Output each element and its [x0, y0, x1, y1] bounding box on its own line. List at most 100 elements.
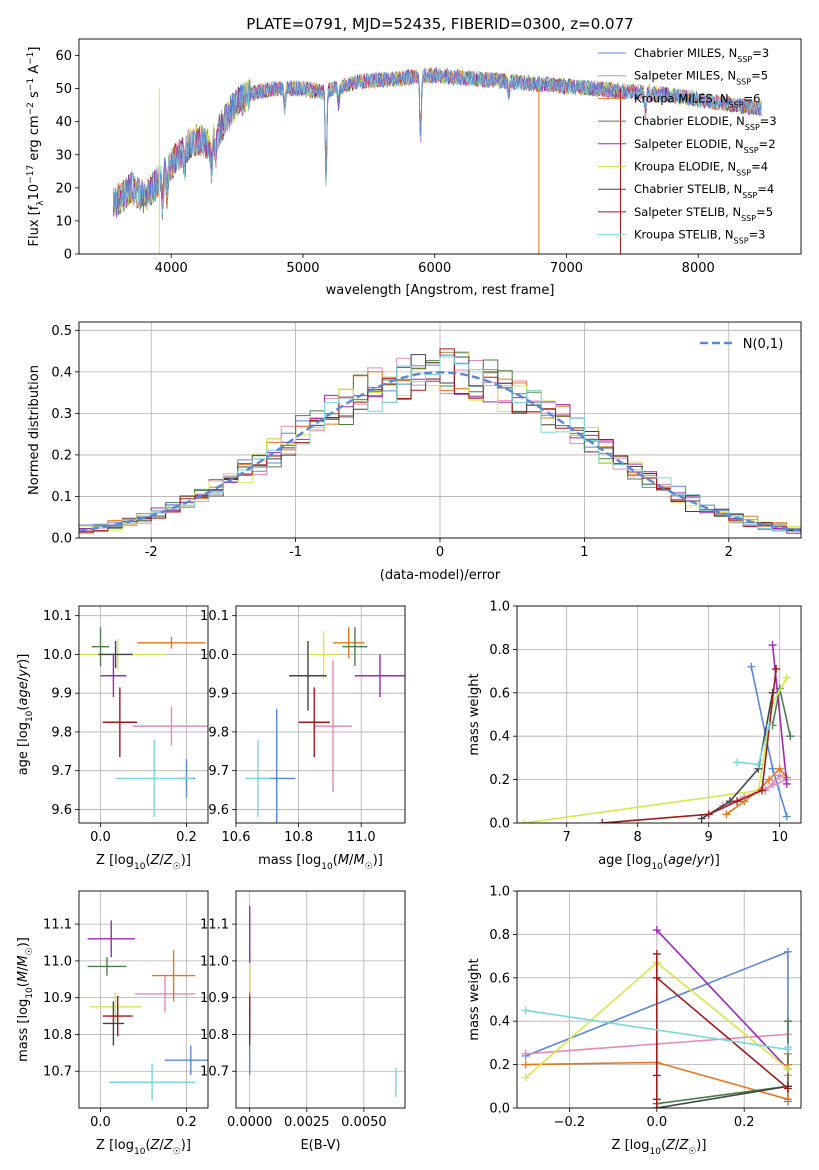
weight-series-line	[750, 666, 788, 817]
label-part: )]	[373, 853, 383, 868]
y-axis-label: mass weight	[467, 958, 482, 1040]
label-part: ☉	[688, 1147, 696, 1157]
legend-label-main: Chabrier ELODIE, N	[634, 114, 745, 128]
legend-label-value: =3	[749, 228, 766, 242]
y-tick-label: 0.0	[489, 817, 510, 832]
label-part: 10	[651, 862, 663, 872]
label-part: Z	[163, 853, 174, 868]
label-part: age [log	[16, 722, 31, 775]
legend-label-value: =4	[757, 182, 774, 196]
x-tick-label: 5000	[286, 261, 319, 276]
label-part: )]	[710, 853, 720, 868]
legend-label-main: Salpeter STELIB, N	[634, 205, 741, 219]
x-tick-label: 10.8	[284, 830, 313, 845]
label-part: 10	[321, 862, 333, 872]
weight-marker	[652, 1104, 661, 1108]
legend-label-value: =2	[759, 137, 776, 151]
y-axis-label: age [log10(age/yr)]	[16, 654, 35, 776]
legend-label-main: Chabrier STELIB, N	[634, 182, 742, 196]
axes-frame	[235, 890, 406, 1109]
label-part: /	[675, 1138, 680, 1153]
legend-label-sub: SSP	[745, 123, 760, 132]
label-part: (	[663, 853, 668, 868]
y-tick-label: 0.1	[51, 490, 72, 505]
label-part: 10	[25, 710, 35, 722]
label-part: erg cm	[27, 115, 42, 164]
axes-frame	[78, 321, 802, 539]
x-tick-label: 0.0	[646, 1115, 667, 1130]
label-part: age [log	[598, 853, 651, 868]
y-tick-label: 20	[55, 181, 72, 196]
plot-area	[87, 920, 208, 1101]
label-part: M	[353, 853, 364, 868]
weight-marker	[786, 732, 795, 741]
x-axis-label: wavelength [Angstrom, rest frame]	[326, 283, 555, 298]
legend-label-value: =3	[752, 46, 769, 60]
label-part: /	[16, 676, 31, 681]
x-tick-label: 0	[436, 545, 444, 560]
weight-marker	[783, 1064, 792, 1073]
x-tick-label: 7	[563, 830, 571, 845]
label-part: M	[338, 853, 349, 868]
y-tick-label: 10	[55, 214, 72, 229]
label-part: Z	[678, 1138, 689, 1153]
weight-marker	[697, 814, 706, 823]
weight-marker	[772, 664, 781, 673]
label-part: 10	[25, 987, 35, 999]
label-part: M	[16, 971, 31, 982]
x-axis-label: mass [log10(M/M☉)]	[258, 853, 383, 872]
label-part: −1	[26, 52, 36, 65]
legend-label-sub: SSP	[744, 145, 759, 154]
y-axis-label: Normed distribution	[27, 365, 42, 495]
x-tick-label: 8000	[682, 261, 715, 276]
y-tick-label: 0.3	[51, 407, 72, 422]
weight-series-line	[726, 767, 788, 815]
y-tick-label: 10.7	[43, 1065, 72, 1080]
y-axis-label: mass weight	[467, 673, 482, 755]
label-part: A	[27, 65, 42, 78]
x-tick-label: −0.2	[554, 1115, 586, 1130]
x-tick-label: 9	[705, 830, 713, 845]
weight-marker	[652, 1095, 661, 1104]
panel-mass_vs_ebv: 0.0000 0.0025 0.0050 10.7 10.8 10.9 11.0 11.1 E(…	[200, 890, 406, 1153]
x-axis-label: Z [log10(Z/Z☉)]	[612, 1138, 707, 1157]
label-part: /	[159, 1138, 164, 1153]
y-tick-label: 0.6	[489, 971, 510, 986]
label-part: (	[145, 1138, 150, 1153]
x-tick-label: 0.0	[90, 1115, 111, 1130]
weight-marker	[598, 819, 607, 823]
legend-label-main: Kroupa ELODIE, N	[634, 160, 736, 174]
y-tick-label: 0.4	[51, 365, 72, 380]
y-tick-label: 10.9	[200, 991, 229, 1006]
x-tick-label: 0.0050	[341, 1115, 387, 1130]
label-part: /	[16, 966, 31, 971]
y-tick-label: 10.0	[200, 648, 229, 663]
legend-label: Chabrier MILES, NSSP=3	[634, 46, 769, 64]
label-part: (	[16, 982, 31, 987]
legend-label-sub: SSP	[737, 55, 752, 64]
label-part: Z [log	[96, 1138, 134, 1153]
x-tick-label: 0.2	[734, 1115, 755, 1130]
panel-age_vs_mass: 10.6 10.8 11.0 9.6 9.7 9.8 9.9 10.0 10.1 mass [lo…	[200, 605, 406, 872]
legend-label-value: =6	[744, 91, 761, 105]
y-tick-label: 10.1	[43, 609, 72, 624]
panel-weight_vs_Z: −0.2 0.0 0.20.00.20.40.60.81.0Z [log10(Z/Z…	[467, 885, 802, 1157]
legend-label-value: =5	[756, 205, 773, 219]
label-part: Z [log	[96, 853, 134, 868]
y-tick-label: 10.8	[200, 1028, 229, 1043]
legend-label-sub: SSP	[734, 236, 749, 245]
label-part: Flux [f	[27, 205, 42, 246]
y-tick-label: 9.6	[208, 803, 229, 818]
y-tick-label: 0.4	[489, 1015, 510, 1030]
label-part: )]	[696, 1138, 706, 1153]
legend-label: Kroupa ELODIE, NSSP=4	[634, 160, 768, 178]
legend-label-sub: SSP	[741, 213, 756, 222]
weight-marker	[782, 673, 791, 682]
legend-label-sub: SSP	[736, 77, 751, 86]
y-tick-label: 0.2	[489, 773, 510, 788]
plot-layer: 4000 5000 6000 7000 80000102030405060wavelen…	[16, 38, 802, 1157]
y-tick-label: 11.0	[200, 954, 229, 969]
weight-marker	[521, 1006, 530, 1015]
x-tick-label: 0.2	[176, 830, 197, 845]
x-tick-label: -2	[145, 545, 158, 560]
